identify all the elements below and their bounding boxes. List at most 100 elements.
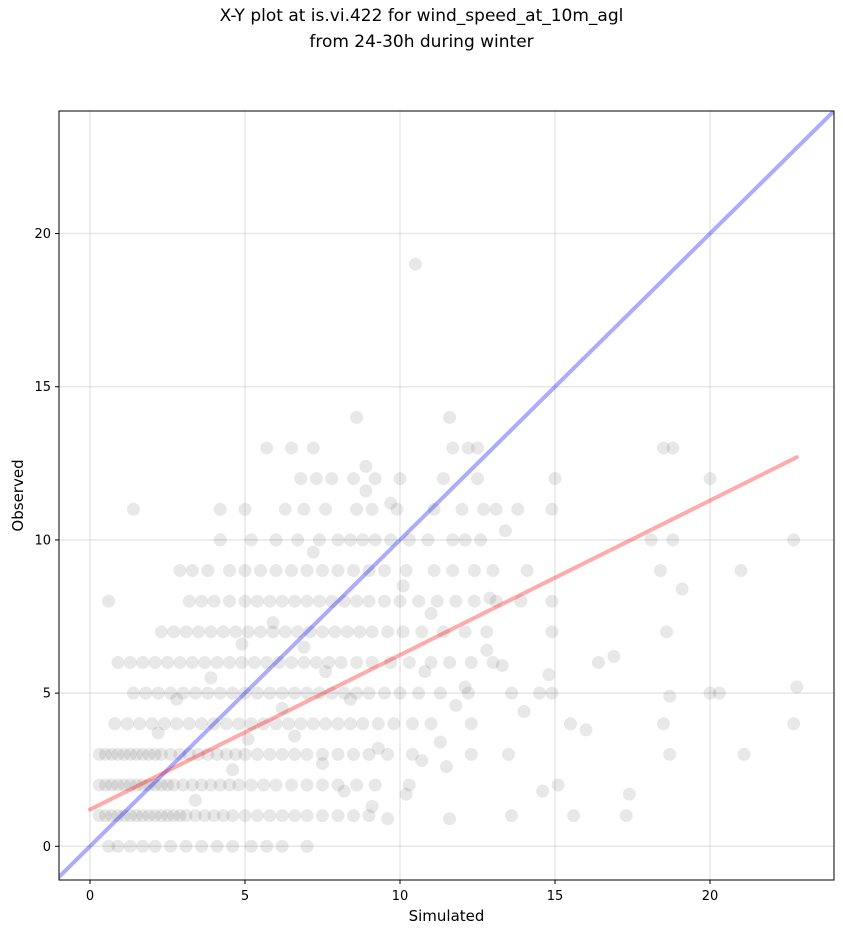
data-point [461, 441, 475, 455]
y-axis-ticks: 0 5 10 15 20 [34, 227, 59, 855]
data-point [275, 747, 289, 761]
data-point [545, 502, 559, 516]
data-point [145, 717, 159, 731]
data-point [223, 778, 236, 792]
data-point [213, 686, 227, 700]
data-point [405, 747, 419, 761]
data-point [210, 747, 224, 761]
data-point [238, 594, 252, 608]
data-point [250, 594, 264, 608]
data-point [294, 717, 308, 731]
data-point [533, 686, 546, 700]
data-point [148, 839, 162, 853]
data-point [347, 747, 360, 761]
data-point [359, 459, 373, 473]
data-point [235, 655, 249, 669]
data-point [371, 741, 385, 755]
data-point [415, 625, 429, 639]
fit-lines [59, 111, 834, 879]
data-point [167, 625, 181, 639]
data-point [396, 625, 410, 639]
data-point [250, 809, 264, 823]
data-point [365, 799, 379, 813]
data-point [219, 717, 233, 731]
data-point [545, 594, 559, 608]
data-point [402, 655, 416, 669]
data-point [350, 655, 364, 669]
data-point [176, 778, 190, 792]
data-point [337, 784, 351, 798]
data-point [204, 778, 218, 792]
data-point [254, 564, 267, 578]
data-point [213, 502, 227, 516]
data-point [188, 809, 202, 823]
data-point [142, 747, 156, 761]
data-point [300, 839, 314, 853]
data-point [167, 809, 181, 823]
data-point [164, 686, 178, 700]
data-point [343, 533, 357, 547]
data-point [393, 594, 407, 608]
x-tick-label: 5 [241, 889, 249, 904]
data-point [486, 564, 500, 578]
data-point [247, 655, 261, 669]
data-point [787, 533, 801, 547]
data-point [356, 533, 370, 547]
data-point [204, 625, 218, 639]
data-point [489, 502, 503, 516]
y-tick-label: 10 [34, 533, 51, 548]
data-point [443, 410, 457, 424]
data-point [250, 686, 264, 700]
data-point [185, 655, 199, 669]
data-point [418, 665, 432, 679]
data-point [164, 839, 178, 853]
data-point [412, 686, 426, 700]
data-point [257, 778, 271, 792]
data-point [219, 747, 233, 761]
data-point [371, 717, 385, 731]
data-point [161, 778, 174, 792]
data-point [514, 594, 528, 608]
data-point [136, 809, 150, 823]
data-point [356, 717, 370, 731]
data-point [105, 778, 119, 792]
data-point [312, 594, 326, 608]
data-point [480, 643, 494, 657]
data-point [331, 533, 345, 547]
data-point [365, 625, 379, 639]
data-point [263, 686, 277, 700]
data-point [334, 655, 348, 669]
data-point [415, 754, 429, 768]
data-point [269, 533, 283, 547]
data-point [123, 778, 137, 792]
data-point [319, 502, 333, 516]
data-point [505, 809, 519, 823]
data-point [312, 686, 326, 700]
data-point [319, 665, 333, 679]
data-point [666, 533, 680, 547]
data-point [424, 717, 438, 731]
data-point [195, 594, 209, 608]
data-point [170, 717, 184, 731]
data-point [316, 778, 329, 792]
data-point [216, 809, 230, 823]
data-point [449, 698, 463, 712]
data-point [474, 533, 488, 547]
data-point [316, 757, 329, 771]
data-point [111, 778, 125, 792]
data-point [250, 747, 264, 761]
data-point [409, 257, 422, 271]
data-point [179, 809, 193, 823]
data-point [331, 747, 345, 761]
data-point [266, 625, 280, 639]
data-point [297, 502, 311, 516]
data-point [235, 637, 249, 651]
data-point [787, 717, 801, 731]
chart-subtitle: from 24-30h during winter [309, 32, 534, 52]
data-point [229, 747, 243, 761]
y-tick-label: 20 [34, 227, 51, 242]
plot-frame [58, 110, 835, 881]
data-point [170, 692, 184, 706]
data-point [446, 441, 460, 455]
data-point [275, 686, 289, 700]
